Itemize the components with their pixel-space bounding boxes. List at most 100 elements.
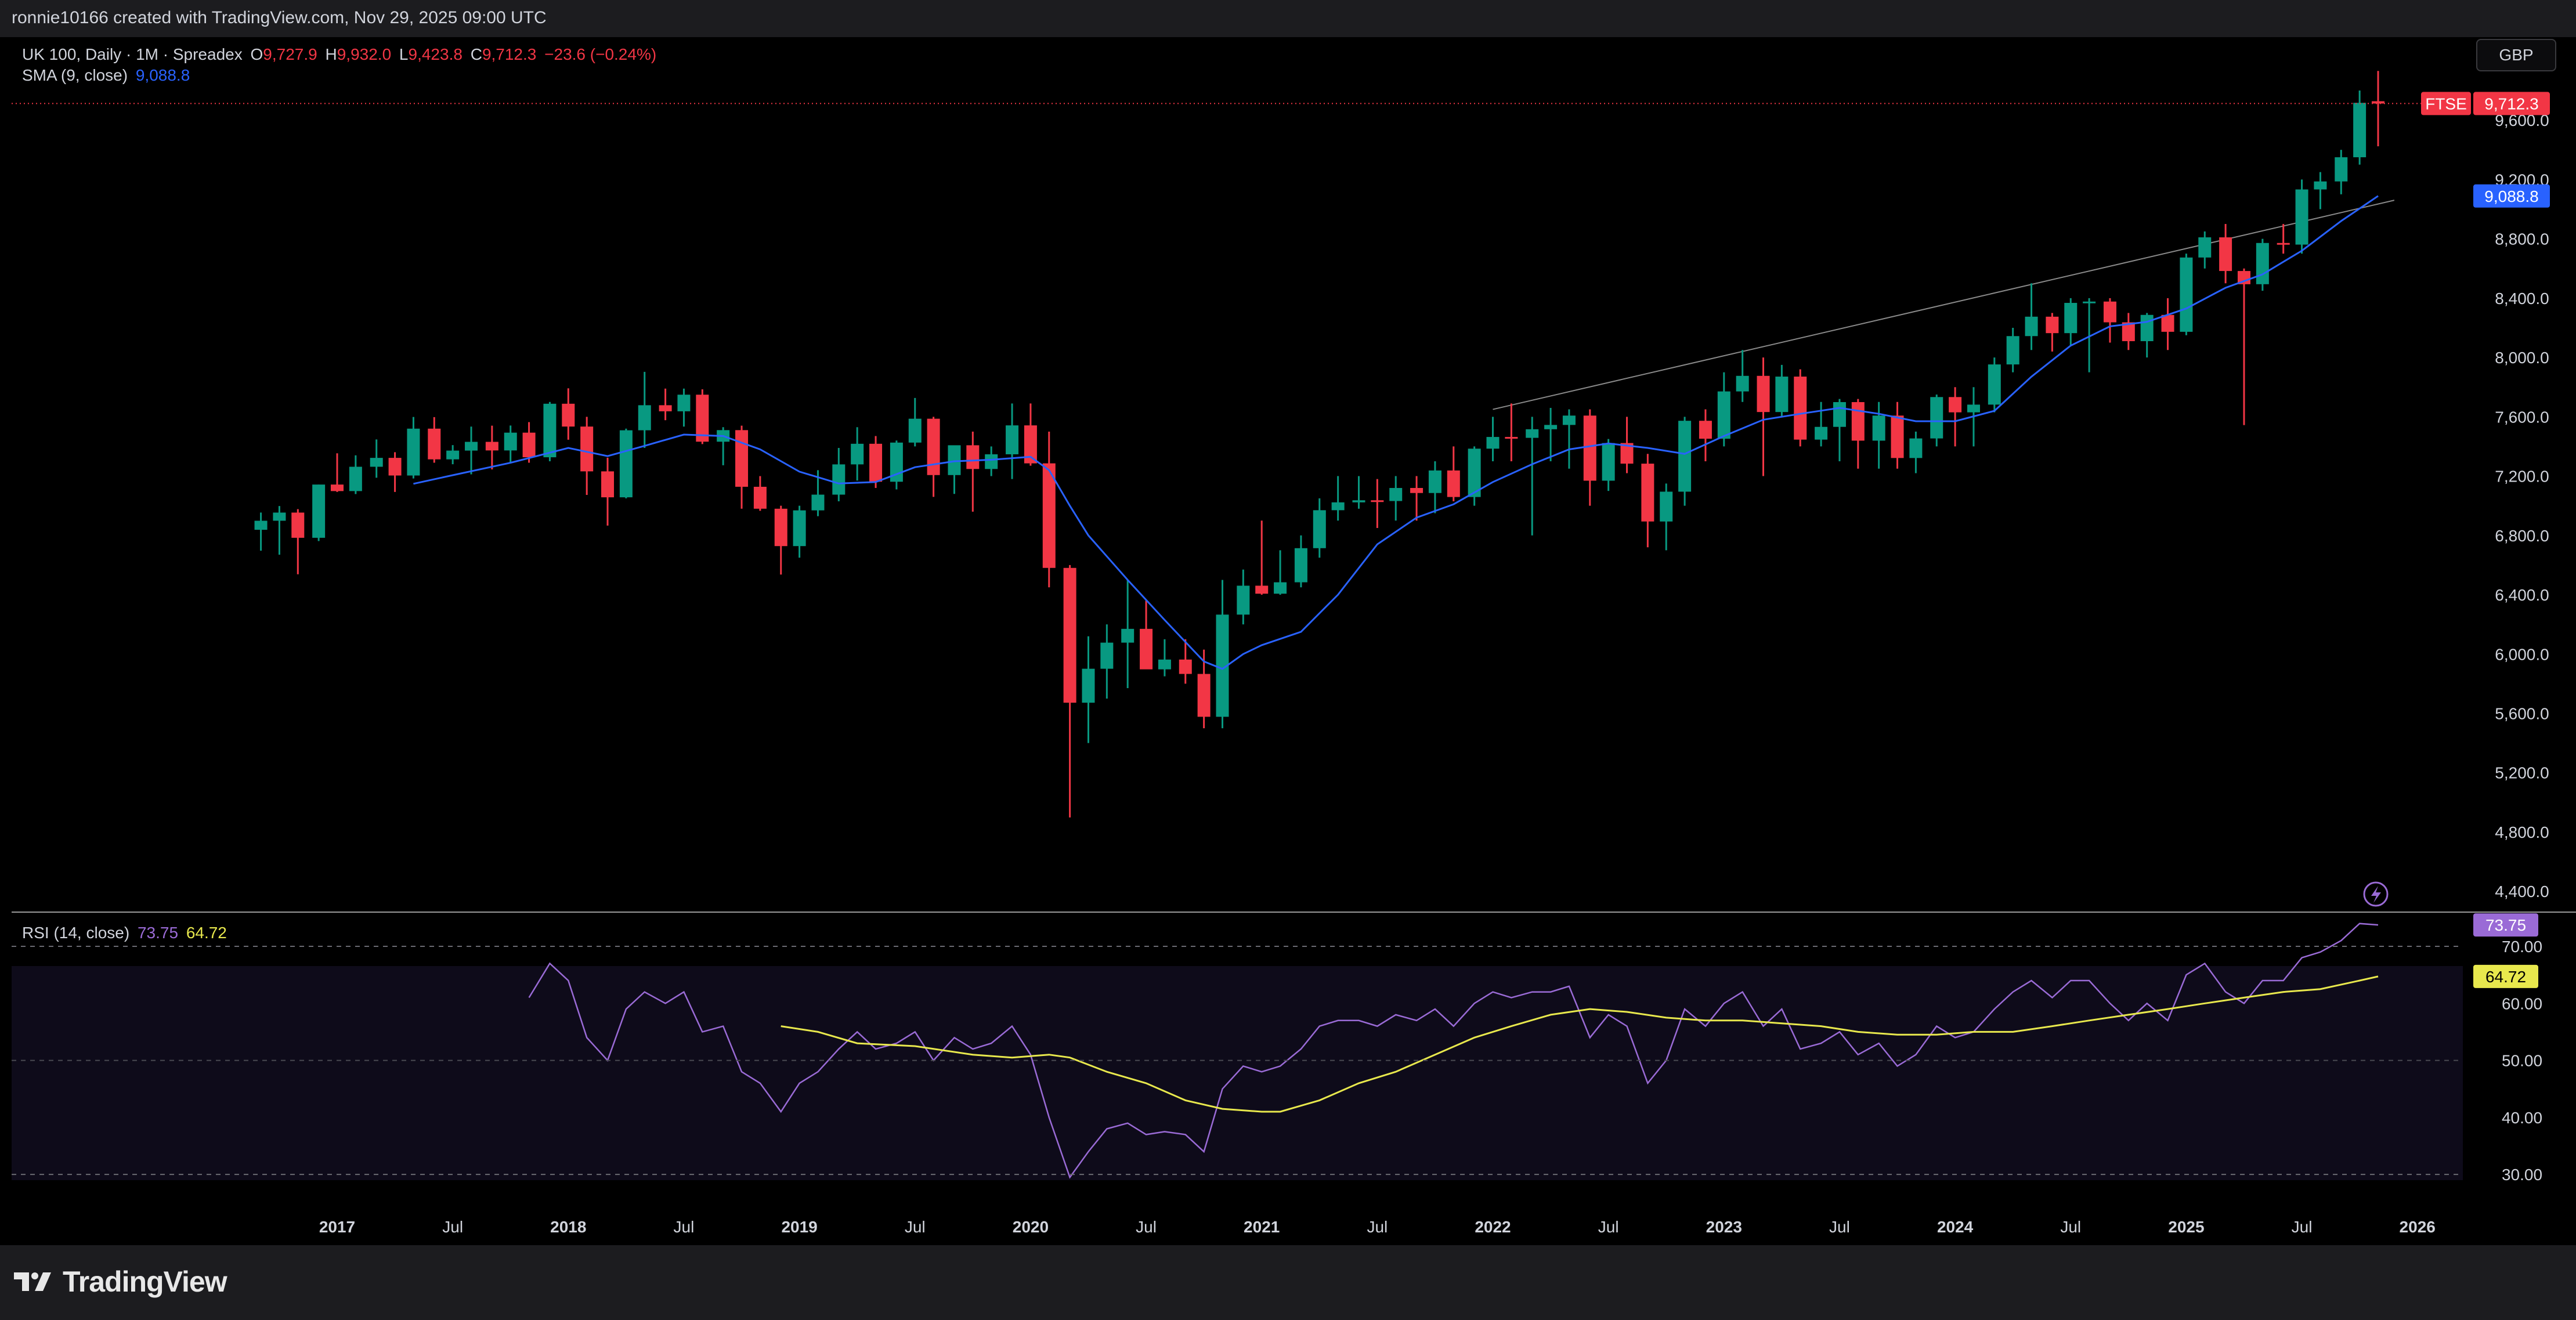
candle-body <box>388 458 402 476</box>
time-tick-label: Jul <box>1367 1218 1388 1236</box>
candle <box>2161 298 2174 350</box>
candle-body <box>1140 628 1153 670</box>
candle-body <box>1294 548 1307 583</box>
candle <box>2046 313 2059 352</box>
lightning-icon[interactable] <box>2363 881 2389 907</box>
candle-body <box>638 405 651 431</box>
candle-body <box>811 494 825 511</box>
candle-body <box>2122 322 2135 341</box>
candle <box>1678 417 1692 506</box>
rsi-ma-value: 64.72 <box>186 924 227 942</box>
candle <box>331 453 344 492</box>
rsi-tick-label: 60.00 <box>2502 994 2542 1012</box>
candle <box>1121 580 1135 689</box>
candle-body <box>1620 443 1634 464</box>
rsi-value-tag-bg <box>2473 913 2538 937</box>
h-value: 9,932.0 <box>337 45 392 63</box>
candle-body <box>2219 237 2232 272</box>
rsi-tick-label: 50.00 <box>2502 1052 2542 1070</box>
candle <box>1371 479 1384 529</box>
candle-body <box>2198 237 2212 258</box>
candle-body <box>1851 402 1865 441</box>
candle <box>1505 403 1518 461</box>
candle-body <box>1909 438 1923 458</box>
trendline <box>1493 200 2395 410</box>
chart-canvas[interactable]: 4,400.0 4,800.0 5,200.0 5,600.0 6,000.0 6,400… <box>0 0 2576 1245</box>
sma-value-tag-text: 9,088.8 <box>2484 187 2538 205</box>
candle <box>1815 402 1828 447</box>
price-tick-label: 8,400.0 <box>2495 290 2549 308</box>
candle-body <box>1024 425 1037 464</box>
time-tick-label: Jul <box>905 1218 926 1236</box>
candle <box>273 506 286 555</box>
rsi-ma-value-tag-text: 64.72 <box>2485 968 2526 986</box>
candle-body <box>1006 425 1019 454</box>
candle-body <box>312 484 326 538</box>
candle-body <box>1237 585 1250 615</box>
o-value: 9,727.9 <box>263 45 317 63</box>
price-symbol-tag: FTSE <box>2421 92 2471 115</box>
candle <box>1583 409 1596 506</box>
candle <box>580 417 594 496</box>
candle <box>312 484 326 541</box>
candle <box>1641 454 1654 548</box>
candle <box>1024 403 1037 466</box>
candle <box>2295 179 2308 254</box>
candle <box>1237 569 1250 625</box>
candle-body <box>1197 674 1211 717</box>
candle-body <box>1313 510 1326 548</box>
candle <box>890 440 903 490</box>
time-tick-label: 2017 <box>319 1218 355 1236</box>
candle-body <box>1179 659 1192 674</box>
c-label: C <box>470 45 482 63</box>
time-tick-label: Jul <box>1829 1218 1850 1236</box>
candle-body <box>254 520 268 530</box>
candle <box>619 428 633 498</box>
top-credit-bar: ronnie10166 created with TradingView.com… <box>0 0 2576 37</box>
candle-body <box>1794 377 1807 440</box>
rsi-ma-value-tag-bg <box>2473 964 2538 988</box>
candle <box>1313 498 1326 558</box>
candle <box>2198 231 2212 269</box>
candle-body <box>1274 582 1287 594</box>
time-tick-label: 2023 <box>1706 1218 1742 1236</box>
candle <box>485 425 498 470</box>
candle <box>1794 369 1807 447</box>
candle-body <box>1833 402 1846 427</box>
candle-body <box>1949 397 1962 413</box>
candle-body <box>966 445 980 469</box>
candle-body <box>562 403 575 427</box>
candle-body <box>601 471 615 498</box>
candle-body <box>2161 314 2174 332</box>
price-symbol-tag-text: FTSE <box>2425 95 2467 113</box>
candle-body <box>2006 336 2019 365</box>
candle-body <box>1410 488 1424 493</box>
symbol-label: UK 100, Daily · 1M · Spreadex <box>22 45 243 63</box>
candle-body <box>1583 415 1596 481</box>
price-tick-label: 8,800.0 <box>2495 230 2549 248</box>
brand-logo[interactable]: TradingView <box>14 1265 227 1299</box>
candle <box>446 445 460 465</box>
candle-body <box>370 458 383 467</box>
candle-body <box>1641 464 1654 522</box>
candle <box>1158 639 1171 677</box>
candle <box>562 388 575 440</box>
price-tick-label: 5,200.0 <box>2495 764 2549 782</box>
candle <box>1699 409 1712 461</box>
price-tick-label: 6,400.0 <box>2495 586 2549 604</box>
brand-name: TradingView <box>63 1265 227 1298</box>
candle <box>2314 172 2327 209</box>
time-tick-label: 2022 <box>1475 1218 1511 1236</box>
price-tick-label: 4,400.0 <box>2495 883 2549 901</box>
candle <box>1891 402 1904 469</box>
sma-value-tag: 9,088.8 <box>2473 184 2550 208</box>
candle-body <box>2256 243 2269 284</box>
candle-body <box>1930 397 1943 439</box>
currency-button[interactable]: GBP <box>2476 39 2556 71</box>
candle <box>948 445 961 494</box>
time-tick-label: 2020 <box>1013 1218 1049 1236</box>
candle <box>869 436 883 489</box>
candle <box>2103 298 2116 343</box>
candle <box>407 417 420 479</box>
candle <box>291 509 305 574</box>
